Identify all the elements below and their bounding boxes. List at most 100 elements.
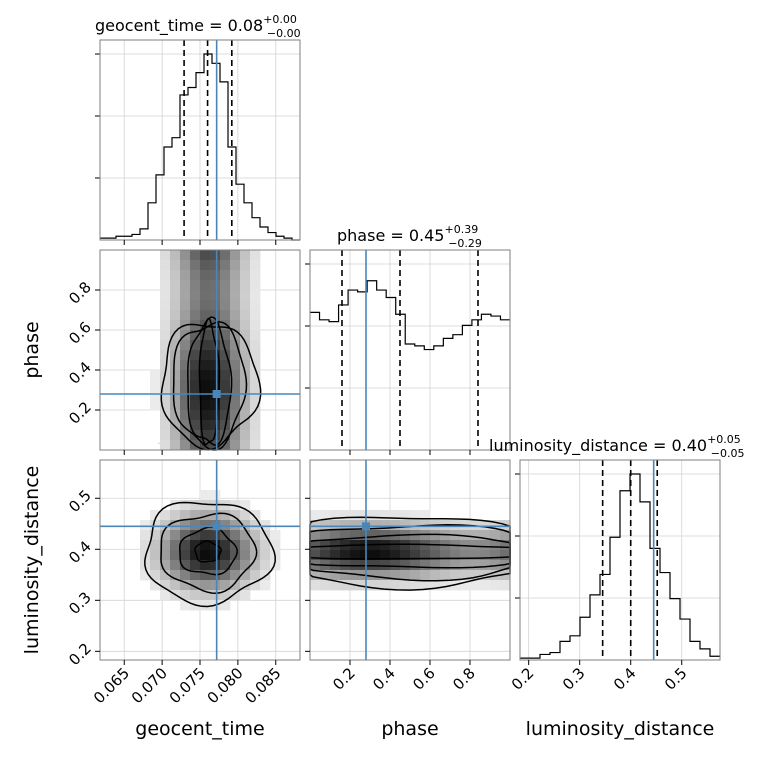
density-cell: [240, 540, 251, 551]
density-cell: [240, 290, 251, 301]
density-cell: [230, 310, 241, 321]
density-cell: [320, 580, 331, 591]
truth-marker: [212, 390, 221, 398]
density-cell: [210, 560, 221, 571]
density-cell: [160, 430, 171, 441]
density-cell: [200, 420, 211, 431]
density-cell: [180, 380, 191, 391]
density-cell: [240, 510, 251, 521]
x-tick-label-luminosity-distance: 0.3: [559, 664, 589, 694]
density-cell: [210, 350, 221, 361]
density-cell: [210, 320, 221, 331]
density-cell: [240, 310, 251, 321]
density-cell: [190, 520, 201, 531]
density-cell: [310, 510, 321, 521]
density-cell: [420, 570, 431, 581]
density-cell: [230, 430, 241, 441]
density-cell: [250, 280, 261, 291]
density-cell: [200, 270, 211, 281]
density-cell: [410, 560, 421, 571]
density-cell: [170, 410, 181, 421]
y-tick-label-luminosity-distance: 0.3: [65, 588, 95, 618]
density-cell: [330, 520, 341, 531]
density-cell: [210, 420, 221, 431]
density-cell: [390, 510, 401, 521]
density-cell: [250, 440, 261, 451]
density-cell: [160, 300, 171, 311]
density-cell: [160, 290, 171, 301]
density-cell: [410, 550, 421, 561]
contour-line: [198, 317, 221, 446]
density-cell: [220, 350, 231, 361]
density-cell: [230, 270, 241, 281]
density-cell: [200, 570, 211, 581]
density-cell: [310, 520, 321, 531]
density-cell: [170, 510, 181, 521]
density-cell: [470, 580, 481, 591]
density-cell: [450, 560, 461, 571]
density-cell: [470, 530, 481, 541]
density-cell: [250, 430, 261, 441]
density-cell: [200, 260, 211, 271]
axes-frame: [309, 459, 511, 661]
x-tick-label-phase: 0.6: [409, 664, 439, 694]
density-cell: [220, 360, 231, 371]
density-cell: [210, 410, 221, 421]
density-cell: [250, 400, 261, 411]
density-cell: [480, 540, 491, 551]
density-cell: [160, 350, 171, 361]
density-cell: [250, 560, 261, 571]
density-cell: [490, 520, 501, 531]
density-cell: [160, 570, 171, 581]
density-cell: [170, 500, 181, 511]
density-cell: [190, 560, 201, 571]
density-cell: [170, 370, 181, 381]
density-cell: [150, 520, 161, 531]
density-cell: [190, 380, 201, 391]
title-plus: +0.05: [707, 433, 741, 446]
density-cell: [180, 410, 191, 421]
density-cell: [330, 530, 341, 541]
density-cell: [180, 250, 191, 261]
density-cell: [170, 430, 181, 441]
density-cell: [180, 590, 191, 601]
density-cell: [160, 320, 171, 331]
density-cell: [230, 290, 241, 301]
density-cell: [340, 550, 351, 561]
density-cell: [240, 350, 251, 361]
title-name: phase: [337, 226, 385, 245]
density-cell: [250, 530, 261, 541]
density-cell: [180, 300, 191, 311]
density-cell: [200, 530, 211, 541]
density-cell: [400, 510, 411, 521]
density-cell: [150, 570, 161, 581]
density-cell: [190, 510, 201, 521]
density-cell: [230, 400, 241, 411]
x-tick-label-phase: 0.4: [369, 664, 399, 694]
histogram-line: [310, 280, 510, 351]
density-cells: [150, 250, 261, 451]
x-tick-label-phase: 0.8: [449, 664, 479, 694]
density-cell: [470, 560, 481, 571]
density-cell: [200, 540, 211, 551]
title-value: 0.08: [228, 16, 264, 35]
density-cell: [230, 580, 241, 591]
density-cell: [180, 420, 191, 431]
density-cell: [170, 420, 181, 431]
density-cell: [160, 280, 171, 291]
density-cell: [200, 410, 211, 421]
density-cell: [200, 520, 211, 531]
density-cell: [500, 580, 511, 591]
density-cell: [420, 580, 431, 591]
title-value: 0.40: [671, 436, 707, 455]
density-cell: [220, 560, 231, 571]
x-tick-label-geocent-time: 0.070: [128, 664, 171, 707]
density-cell: [190, 290, 201, 301]
density-cell: [180, 560, 191, 571]
density-cell: [250, 360, 261, 371]
density-cell: [500, 570, 511, 581]
density-cell: [150, 510, 161, 521]
density-cell: [230, 570, 241, 581]
density-cell: [200, 560, 211, 571]
density-cell: [250, 290, 261, 301]
